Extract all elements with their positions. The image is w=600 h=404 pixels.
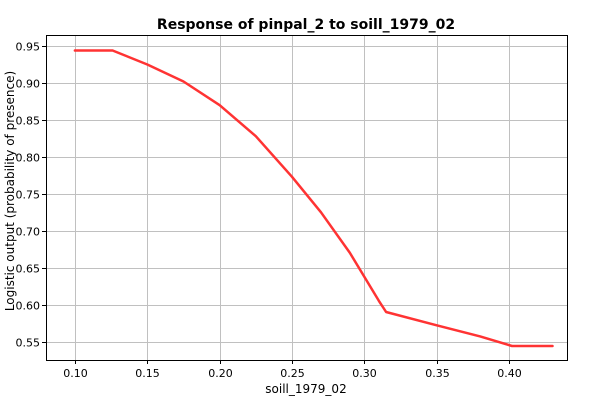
y-tick-label: 0.75 [16,189,41,202]
series-layer [73,49,554,348]
x-tick-label: 0.20 [208,367,233,380]
y-tick-label: 0.55 [16,337,41,350]
axes-layer [46,35,568,361]
y-tick-label: 0.80 [16,152,41,165]
grid-layer [46,35,567,360]
response-curve-line [73,49,554,348]
y-tick-label: 0.90 [16,78,41,91]
y-tick-label: 0.95 [16,41,41,54]
x-axis-label: soill_1979_02 [265,382,346,396]
x-tick-label: 0.35 [425,367,450,380]
ticks-layer: 0.10 0.15 0.20 0.25 0.30 0.35 0.40 0.55 0.60 0.65… [16,41,522,381]
x-tick-label: 0.40 [497,367,522,380]
y-axis-label: Logistic output (probability of presence… [3,71,17,311]
y-tick-label: 0.60 [16,300,41,313]
x-tick-label: 0.10 [63,367,88,380]
y-tick-label: 0.85 [16,115,41,128]
y-tick-label: 0.65 [16,263,41,276]
chart-title: Response of pinpal_2 to soill_1979_02 [157,17,455,33]
x-tick-label: 0.30 [352,367,377,380]
x-tick-label: 0.25 [280,367,305,380]
plot-border [46,35,568,361]
x-tick-label: 0.15 [135,367,160,380]
y-tick-label: 0.70 [16,226,41,239]
